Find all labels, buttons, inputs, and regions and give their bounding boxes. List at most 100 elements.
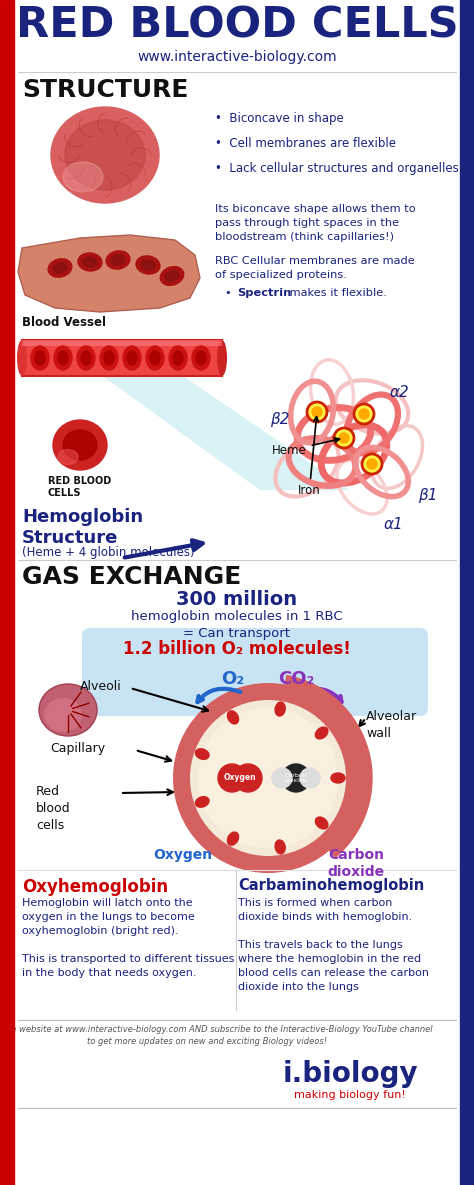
- Ellipse shape: [173, 351, 183, 365]
- Ellipse shape: [146, 346, 164, 370]
- Text: (Heme + 4 globin molecules): (Heme + 4 globin molecules): [22, 546, 195, 559]
- Ellipse shape: [58, 449, 78, 465]
- Text: RBC Cellular membranes are made
of specialized proteins.: RBC Cellular membranes are made of speci…: [215, 256, 415, 280]
- Circle shape: [282, 764, 310, 792]
- Circle shape: [272, 768, 292, 788]
- Ellipse shape: [78, 252, 102, 271]
- Ellipse shape: [83, 257, 97, 267]
- Text: Carbaminohemoglobin: Carbaminohemoglobin: [238, 878, 424, 893]
- FancyBboxPatch shape: [82, 628, 428, 716]
- Ellipse shape: [315, 818, 328, 828]
- Circle shape: [218, 764, 246, 792]
- Ellipse shape: [195, 749, 209, 760]
- Ellipse shape: [192, 346, 210, 370]
- Circle shape: [334, 428, 354, 448]
- Text: Alveoli: Alveoli: [80, 680, 122, 693]
- Ellipse shape: [217, 340, 227, 376]
- Text: •  Biconcave in shape: • Biconcave in shape: [215, 113, 344, 124]
- Ellipse shape: [169, 346, 187, 370]
- Text: RED BLOOD CELLS: RED BLOOD CELLS: [16, 5, 458, 47]
- Bar: [0, 0, 14, 1185]
- Ellipse shape: [150, 351, 160, 365]
- Text: Carbon
dioxide: Carbon dioxide: [328, 848, 384, 879]
- Text: Carbon
dioxide: Carbon dioxide: [284, 773, 307, 783]
- Circle shape: [359, 409, 369, 419]
- Text: 1.2 billion O₂ molecules!: 1.2 billion O₂ molecules!: [123, 640, 351, 658]
- Circle shape: [367, 459, 377, 469]
- Circle shape: [190, 700, 346, 856]
- Text: α2: α2: [390, 385, 410, 401]
- Text: GAS EXCHANGE: GAS EXCHANGE: [22, 565, 241, 589]
- Ellipse shape: [136, 256, 160, 274]
- Ellipse shape: [63, 162, 103, 192]
- Text: Hemoglobin will latch onto the
oxygen in the lungs to become
oxyhemoglobin (brig: Hemoglobin will latch onto the oxygen in…: [22, 898, 234, 978]
- Ellipse shape: [58, 351, 68, 365]
- Text: Alveolar
wall: Alveolar wall: [366, 710, 417, 739]
- Text: Blood Vessel: Blood Vessel: [22, 316, 106, 329]
- Ellipse shape: [331, 773, 345, 783]
- Text: Iron: Iron: [298, 417, 321, 497]
- Text: Red
blood
cells: Red blood cells: [36, 784, 71, 832]
- Text: O₂: O₂: [221, 670, 245, 688]
- Circle shape: [339, 433, 349, 443]
- Ellipse shape: [65, 120, 145, 190]
- Text: 300 million: 300 million: [176, 590, 298, 609]
- Circle shape: [300, 768, 320, 788]
- Ellipse shape: [35, 351, 45, 365]
- Text: Capillary: Capillary: [50, 742, 105, 755]
- Text: α1: α1: [384, 517, 404, 532]
- Ellipse shape: [44, 698, 82, 732]
- Text: i.biology: i.biology: [282, 1061, 418, 1088]
- Bar: [22, 340, 222, 376]
- Text: Visit the website at www.interactive-biology.com AND subscribe to the Interactiv: Visit the website at www.interactive-bio…: [0, 1025, 432, 1046]
- Ellipse shape: [111, 255, 125, 265]
- Text: Oxyhemoglobin: Oxyhemoglobin: [22, 878, 168, 896]
- Polygon shape: [18, 235, 200, 312]
- Text: Its biconcave shape allows them to
pass through tight spaces in the
bloodstream : Its biconcave shape allows them to pass …: [215, 204, 416, 242]
- Ellipse shape: [160, 267, 184, 286]
- Ellipse shape: [275, 840, 285, 854]
- Ellipse shape: [275, 703, 285, 716]
- Text: making biology fun!: making biology fun!: [294, 1090, 406, 1100]
- Text: www.interactive-biology.com: www.interactive-biology.com: [137, 50, 337, 64]
- Ellipse shape: [51, 107, 159, 203]
- Ellipse shape: [63, 430, 97, 460]
- Ellipse shape: [53, 263, 67, 274]
- Circle shape: [198, 707, 338, 848]
- Text: •  Lack cellular structures and organelles: • Lack cellular structures and organelle…: [215, 162, 459, 175]
- Circle shape: [354, 404, 374, 424]
- Text: Spectrin: Spectrin: [237, 288, 292, 297]
- Circle shape: [307, 402, 327, 422]
- Ellipse shape: [17, 340, 27, 376]
- Ellipse shape: [165, 270, 179, 281]
- Text: •: •: [225, 288, 236, 297]
- Text: This is formed when carbon
dioxide binds with hemoglobin.

This travels back to : This is formed when carbon dioxide binds…: [238, 898, 429, 992]
- Text: •  Cell membranes are flexible: • Cell membranes are flexible: [215, 137, 396, 150]
- Text: hemoglobin molecules in 1 RBC
= Can transport: hemoglobin molecules in 1 RBC = Can tran…: [131, 610, 343, 640]
- Ellipse shape: [48, 258, 72, 277]
- Ellipse shape: [106, 251, 130, 269]
- Bar: [22, 340, 222, 346]
- Ellipse shape: [127, 351, 137, 365]
- Bar: [460, 0, 474, 1185]
- Polygon shape: [100, 374, 350, 491]
- Text: makes it flexible.: makes it flexible.: [286, 288, 387, 297]
- Text: CO₂: CO₂: [278, 670, 314, 688]
- Ellipse shape: [31, 346, 49, 370]
- Circle shape: [312, 406, 322, 417]
- Ellipse shape: [315, 728, 328, 739]
- Text: Hemoglobin
Structure: Hemoglobin Structure: [22, 508, 143, 546]
- Text: Heme: Heme: [272, 437, 339, 457]
- Ellipse shape: [81, 351, 91, 365]
- Ellipse shape: [104, 351, 114, 365]
- Circle shape: [362, 454, 382, 474]
- Ellipse shape: [196, 351, 206, 365]
- Circle shape: [234, 764, 262, 792]
- Text: β2: β2: [270, 412, 290, 427]
- Ellipse shape: [77, 346, 95, 370]
- Text: Oxygen: Oxygen: [224, 774, 256, 782]
- Text: RED BLOOD
CELLS: RED BLOOD CELLS: [48, 476, 111, 498]
- Ellipse shape: [39, 684, 97, 736]
- Ellipse shape: [53, 419, 107, 470]
- Circle shape: [173, 683, 363, 873]
